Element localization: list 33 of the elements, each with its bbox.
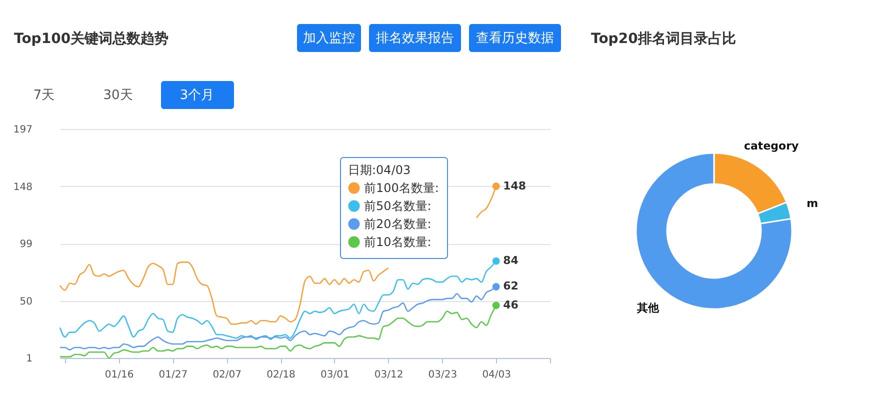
x-tick-label: 02/07 — [212, 370, 242, 380]
y-tick-label: 1 — [26, 354, 32, 364]
legend-label: 前10名数量: — [364, 235, 432, 249]
x-tick-label: 03/12 — [374, 370, 404, 380]
text: 查看历史数据 — [476, 31, 554, 46]
data-label: 46 — [503, 298, 519, 312]
chart-title: Top100关键词总数趋势 — [14, 30, 169, 47]
text: 7天 — [33, 88, 55, 103]
legend-label: 前100名数量: — [364, 181, 439, 195]
x-tick-label: 01/27 — [158, 370, 188, 380]
text: 3个月 — [180, 88, 214, 103]
y-tick-label: 197 — [13, 124, 32, 136]
x-tick-label: 03/01 — [320, 370, 350, 380]
legend-label: 前50名数量: — [364, 199, 432, 213]
data-label: 148 — [503, 179, 526, 192]
chart-title: Top20排名词目录占比 — [591, 31, 736, 47]
data-label: 84 — [503, 254, 519, 268]
y-tick-label: 148 — [13, 182, 32, 193]
data-label: 62 — [503, 280, 518, 293]
y-tick-label: 99 — [20, 239, 32, 250]
legend-title: 日期:04/03 — [348, 163, 411, 177]
text: 30天 — [103, 88, 133, 103]
x-tick-label: 02/18 — [266, 370, 296, 380]
x-tick-label: 04/03 — [482, 370, 512, 380]
text: 加入监控 — [303, 31, 355, 46]
slice-label: m — [806, 197, 818, 210]
y-tick-label: 50 — [20, 296, 32, 308]
slice-label: category — [744, 140, 799, 153]
text: 排名效果报告 — [376, 31, 454, 46]
legend-label: 前20名数量: — [364, 217, 432, 231]
x-tick-label: 01/16 — [104, 370, 134, 380]
x-tick-label: 03/23 — [428, 370, 458, 380]
slice-label: 其他 — [636, 302, 660, 315]
